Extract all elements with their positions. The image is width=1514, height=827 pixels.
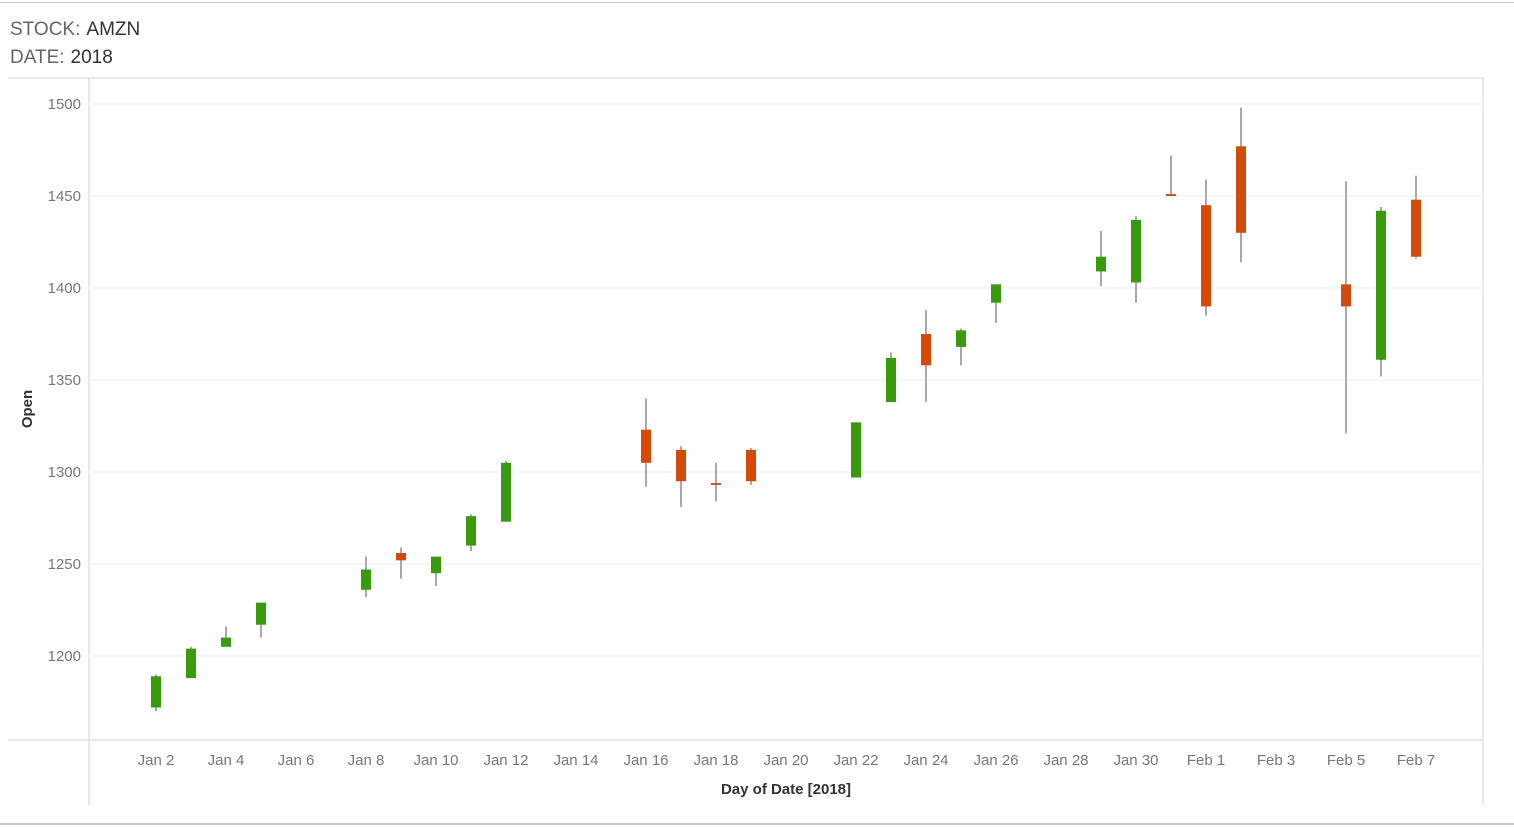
candle-body bbox=[361, 569, 371, 590]
candle-body bbox=[641, 429, 651, 463]
candle-body bbox=[256, 602, 266, 625]
candle-body bbox=[921, 334, 931, 366]
stock-filter-label: STOCK: bbox=[10, 19, 81, 40]
candle[interactable] bbox=[956, 328, 966, 366]
candle-body bbox=[956, 330, 966, 347]
candle-body bbox=[396, 552, 406, 561]
x-tick-label: Jan 10 bbox=[413, 752, 458, 769]
candle[interactable] bbox=[676, 446, 686, 507]
x-tick-label: Jan 4 bbox=[208, 752, 245, 769]
x-tick-label: Jan 22 bbox=[833, 752, 878, 769]
x-tick-label: Feb 7 bbox=[1397, 752, 1435, 769]
y-tick-label: 1200 bbox=[48, 648, 81, 665]
candle[interactable] bbox=[186, 646, 196, 679]
x-tick-label: Jan 14 bbox=[553, 752, 598, 769]
stock-filter-value: AMZN bbox=[86, 19, 141, 40]
candle-body bbox=[431, 556, 441, 574]
x-tick-label: Jan 24 bbox=[903, 752, 948, 769]
chart-frame bbox=[8, 77, 1484, 805]
x-tick-label: Jan 20 bbox=[763, 752, 808, 769]
top-border bbox=[0, 2, 1514, 3]
y-axis-title: Open bbox=[19, 390, 36, 428]
candle[interactable] bbox=[466, 514, 476, 552]
stock-filter: STOCK: AMZN bbox=[10, 16, 140, 44]
gridlines bbox=[89, 103, 1483, 657]
x-tick-label: Feb 1 bbox=[1187, 752, 1225, 769]
x-axis-title: Day of Date [2018] bbox=[721, 781, 851, 798]
candle-body bbox=[711, 483, 721, 485]
y-tick-label: 1450 bbox=[48, 188, 81, 205]
candle[interactable] bbox=[1201, 179, 1211, 316]
candle[interactable] bbox=[1166, 155, 1176, 196]
date-filter: DATE: 2018 bbox=[10, 44, 140, 72]
x-tick-label: Jan 2 bbox=[138, 752, 175, 769]
candle[interactable] bbox=[221, 626, 231, 647]
x-tick-label: Jan 28 bbox=[1043, 752, 1088, 769]
x-tick-label: Jan 18 bbox=[693, 752, 738, 769]
candle-body bbox=[1096, 256, 1106, 272]
candle-body bbox=[1411, 199, 1421, 257]
candles bbox=[151, 107, 1421, 712]
candle-body bbox=[1376, 210, 1386, 360]
candle[interactable] bbox=[256, 602, 266, 638]
x-tick-label: Feb 5 bbox=[1327, 752, 1365, 769]
candle-body bbox=[1341, 284, 1351, 307]
y-tick-label: 1400 bbox=[48, 280, 81, 297]
x-axis-ticks: Jan 2 Jan 4 Jan 6 Jan 8 Jan 10 Jan 12 Jan 14 Ja… bbox=[138, 752, 1436, 769]
date-filter-value: 2018 bbox=[70, 47, 113, 68]
candle-body bbox=[1131, 219, 1141, 283]
y-tick-label: 1300 bbox=[48, 464, 81, 481]
candle[interactable] bbox=[361, 556, 371, 598]
candle-body bbox=[501, 462, 511, 522]
candle-body bbox=[991, 284, 1001, 303]
candle-body bbox=[746, 449, 756, 482]
candle[interactable] bbox=[991, 284, 1001, 323]
candle-body bbox=[1166, 194, 1176, 196]
candle[interactable] bbox=[151, 674, 161, 712]
candle-body bbox=[186, 648, 196, 679]
candle[interactable] bbox=[711, 462, 721, 502]
candle-body bbox=[676, 449, 686, 482]
y-tick-label: 1350 bbox=[48, 372, 81, 389]
y-tick-label: 1250 bbox=[48, 556, 81, 573]
candle[interactable] bbox=[1411, 175, 1421, 259]
candle[interactable] bbox=[501, 460, 511, 522]
y-axis-ticks: 1200 1250 1300 1350 1400 1450 1500 bbox=[48, 96, 81, 665]
candle[interactable] bbox=[851, 422, 861, 478]
candle-body bbox=[1236, 146, 1246, 233]
x-tick-label: Jan 8 bbox=[348, 752, 385, 769]
candle[interactable] bbox=[886, 352, 896, 403]
x-tick-label: Jan 12 bbox=[483, 752, 528, 769]
x-tick-label: Jan 26 bbox=[973, 752, 1018, 769]
candle[interactable] bbox=[641, 398, 651, 487]
date-filter-label: DATE: bbox=[10, 47, 65, 68]
y-tick-label: 1500 bbox=[48, 96, 81, 113]
candle[interactable] bbox=[1341, 181, 1351, 434]
candle-body bbox=[221, 637, 231, 647]
candle[interactable] bbox=[746, 448, 756, 485]
x-tick-label: Jan 16 bbox=[623, 752, 668, 769]
candle[interactable] bbox=[921, 310, 931, 403]
candle[interactable] bbox=[1096, 230, 1106, 287]
candle-body bbox=[886, 357, 896, 403]
candle[interactable] bbox=[1376, 207, 1386, 377]
candle[interactable] bbox=[1131, 216, 1141, 303]
candle-body bbox=[1201, 205, 1211, 307]
x-tick-label: Jan 30 bbox=[1113, 752, 1158, 769]
candle[interactable] bbox=[1236, 107, 1246, 263]
bottom-border bbox=[0, 823, 1514, 825]
candle[interactable] bbox=[431, 556, 441, 587]
x-tick-label: Feb 3 bbox=[1257, 752, 1295, 769]
filter-summary: STOCK: AMZN DATE: 2018 bbox=[10, 16, 140, 72]
candle[interactable] bbox=[396, 547, 406, 579]
x-tick-label: Jan 6 bbox=[278, 752, 315, 769]
candle-body bbox=[851, 422, 861, 478]
candle-body bbox=[466, 516, 476, 546]
candle-body bbox=[151, 676, 161, 708]
